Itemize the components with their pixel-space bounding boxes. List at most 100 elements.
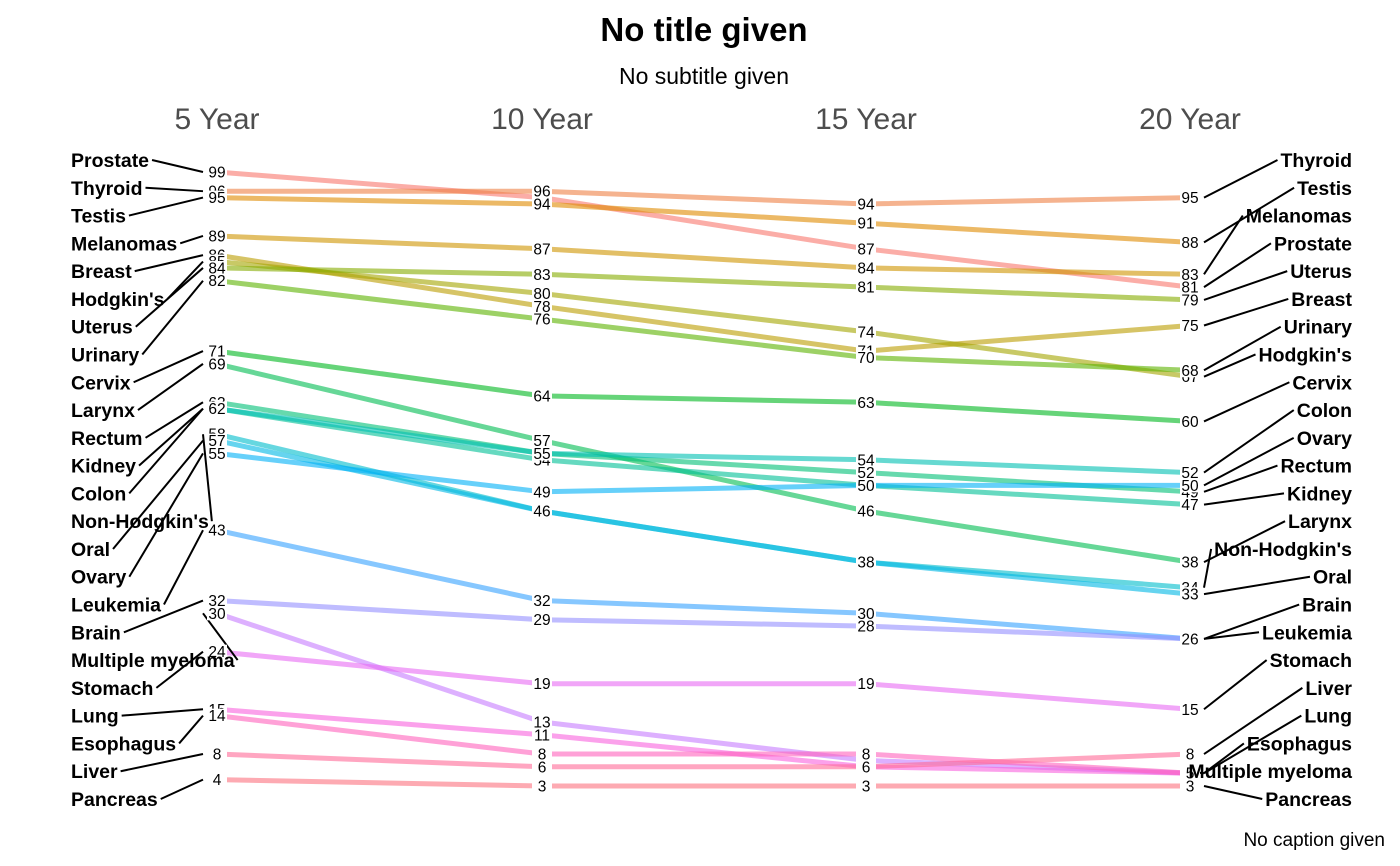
series-name-labels: Prostate Thyroid Testis Melanomas Breast Hodg…	[71, 150, 1353, 811]
series-line-hodgkin-s	[216, 259, 1191, 380]
right-label-breast: Breast	[1291, 289, 1352, 311]
value-label-bg	[856, 555, 876, 570]
value-label-stomach-15-year: 19	[857, 676, 874, 693]
value-label-bg	[532, 715, 552, 730]
value-label-bg	[532, 727, 552, 742]
value-label-brain-20-year: 26	[1181, 631, 1198, 648]
right-leader-line-ovary	[1203, 436, 1295, 487]
value-label-cervix-10-year: 64	[533, 388, 551, 405]
value-label-stomach-20-year: 15	[1181, 702, 1198, 719]
value-label-bg	[856, 676, 876, 691]
right-leader-line-melanomas	[1203, 215, 1244, 275]
series-line-kidney	[216, 406, 1191, 508]
value-label-bg	[207, 401, 227, 416]
series-line-stomach	[216, 649, 1191, 712]
right-leader-line-testis	[1203, 186, 1295, 244]
value-label-colon-10-year: 55	[533, 446, 550, 463]
value-label-multiple-myeloma-10-year: 13	[533, 715, 550, 732]
value-label-esophagus-10-year: 8	[538, 747, 547, 764]
value-label-testis-10-year: 94	[533, 196, 551, 213]
right-label-brain: Brain	[1302, 595, 1352, 617]
x-tick-label-20-year: 20 Year	[1139, 103, 1241, 136]
value-label-bg	[207, 344, 227, 359]
right-label-stomach: Stomach	[1270, 650, 1352, 672]
right-label-esophagus: Esophagus	[1247, 733, 1352, 755]
right-leader-line-pancreas	[1203, 785, 1263, 800]
left-leader-line-leukemia	[163, 529, 204, 605]
value-label-bg	[1180, 702, 1200, 717]
right-leader-line-leukemia	[1203, 631, 1260, 640]
value-label-ovary-20-year: 50	[1181, 478, 1199, 495]
value-label-oral-5-year: 57	[208, 433, 225, 450]
value-label-melanomas-20-year: 83	[1181, 267, 1198, 284]
right-leader-line-liver	[1203, 687, 1303, 755]
value-label-bg	[207, 523, 227, 538]
value-label-bg	[1180, 318, 1200, 333]
right-leader-line-urinary	[1203, 325, 1282, 372]
right-label-liver: Liver	[1305, 678, 1352, 700]
value-label-uterus-5-year: 84	[208, 260, 226, 277]
series-line-pancreas	[216, 777, 1190, 789]
series-line-cervix	[216, 348, 1191, 424]
value-label-bg	[532, 747, 552, 762]
left-label-oral: Oral	[71, 539, 110, 561]
series-line-oral	[216, 438, 1191, 597]
right-leader-line-kidney	[1203, 492, 1285, 506]
series-lines	[216, 169, 1191, 789]
value-label-thyroid-10-year: 96	[533, 184, 550, 201]
value-label-urinary-10-year: 76	[533, 312, 550, 329]
value-label-esophagus-15-year: 8	[862, 747, 871, 764]
series-line-rectum	[216, 399, 1191, 495]
value-label-urinary-20-year: 68	[1181, 363, 1198, 380]
value-label-larynx-15-year: 46	[857, 503, 874, 520]
value-label-bg	[1180, 779, 1200, 793]
value-label-bg	[856, 478, 876, 493]
value-label-liver-10-year: 6	[538, 759, 547, 776]
right-leader-line-non-hodgkin-s	[1203, 548, 1213, 588]
value-label-thyroid-20-year: 95	[1181, 190, 1198, 207]
left-label-melanomas: Melanomas	[71, 233, 177, 255]
series-line-colon	[216, 406, 1191, 476]
value-label-bg	[207, 747, 227, 762]
value-label-liver-15-year: 6	[862, 759, 871, 776]
right-leader-line-larynx	[1203, 520, 1286, 564]
left-leader-line-kidney	[138, 407, 204, 467]
value-label-colon-5-year: 62	[208, 401, 225, 418]
value-label-testis-15-year: 91	[857, 216, 874, 233]
value-label-bg	[856, 779, 876, 793]
right-label-oral: Oral	[1313, 567, 1352, 589]
x-tick-label-10-year: 10 Year	[491, 103, 593, 136]
left-leader-line-brain	[123, 599, 204, 634]
left-leader-line-urinary	[141, 280, 204, 356]
right-leader-line-prostate	[1203, 242, 1272, 288]
right-label-leukemia: Leukemia	[1262, 622, 1352, 644]
value-label-brain-5-year: 32	[208, 593, 225, 610]
left-label-ovary: Ovary	[71, 567, 126, 589]
right-leader-line-colon	[1203, 409, 1295, 474]
value-label-brain-10-year: 29	[533, 612, 550, 629]
left-leader-line-melanomas	[179, 235, 204, 245]
value-label-cervix-20-year: 60	[1181, 414, 1199, 431]
value-label-larynx-10-year: 57	[533, 433, 550, 450]
value-label-melanomas-10-year: 87	[533, 241, 550, 258]
value-label-bg	[207, 606, 227, 621]
value-label-bg	[1180, 747, 1200, 762]
left-leader-line-lung	[121, 708, 204, 717]
left-label-multiple-myeloma: Multiple myeloma	[71, 650, 235, 672]
left-label-kidney: Kidney	[71, 456, 136, 478]
left-label-colon: Colon	[71, 483, 126, 505]
left-leader-line-colon	[128, 407, 204, 495]
value-label-bg	[532, 593, 552, 608]
value-label-bg	[1180, 190, 1200, 205]
value-label-pancreas-5-year: 4	[213, 772, 222, 789]
value-label-bg	[532, 759, 552, 774]
value-label-hodgkin-s-10-year: 80	[533, 286, 551, 303]
left-leader-line-uterus	[135, 267, 204, 328]
value-label-bg	[532, 388, 552, 403]
value-label-ovary-15-year: 50	[857, 478, 875, 495]
value-label-testis-5-year: 95	[208, 190, 225, 207]
value-label-cervix-5-year: 71	[208, 344, 225, 361]
left-label-non-hodgkin-s: Non-Hodgkin's	[71, 511, 209, 533]
value-label-oral-20-year: 33	[1181, 587, 1198, 604]
value-label-kidney-20-year: 47	[1181, 497, 1198, 514]
